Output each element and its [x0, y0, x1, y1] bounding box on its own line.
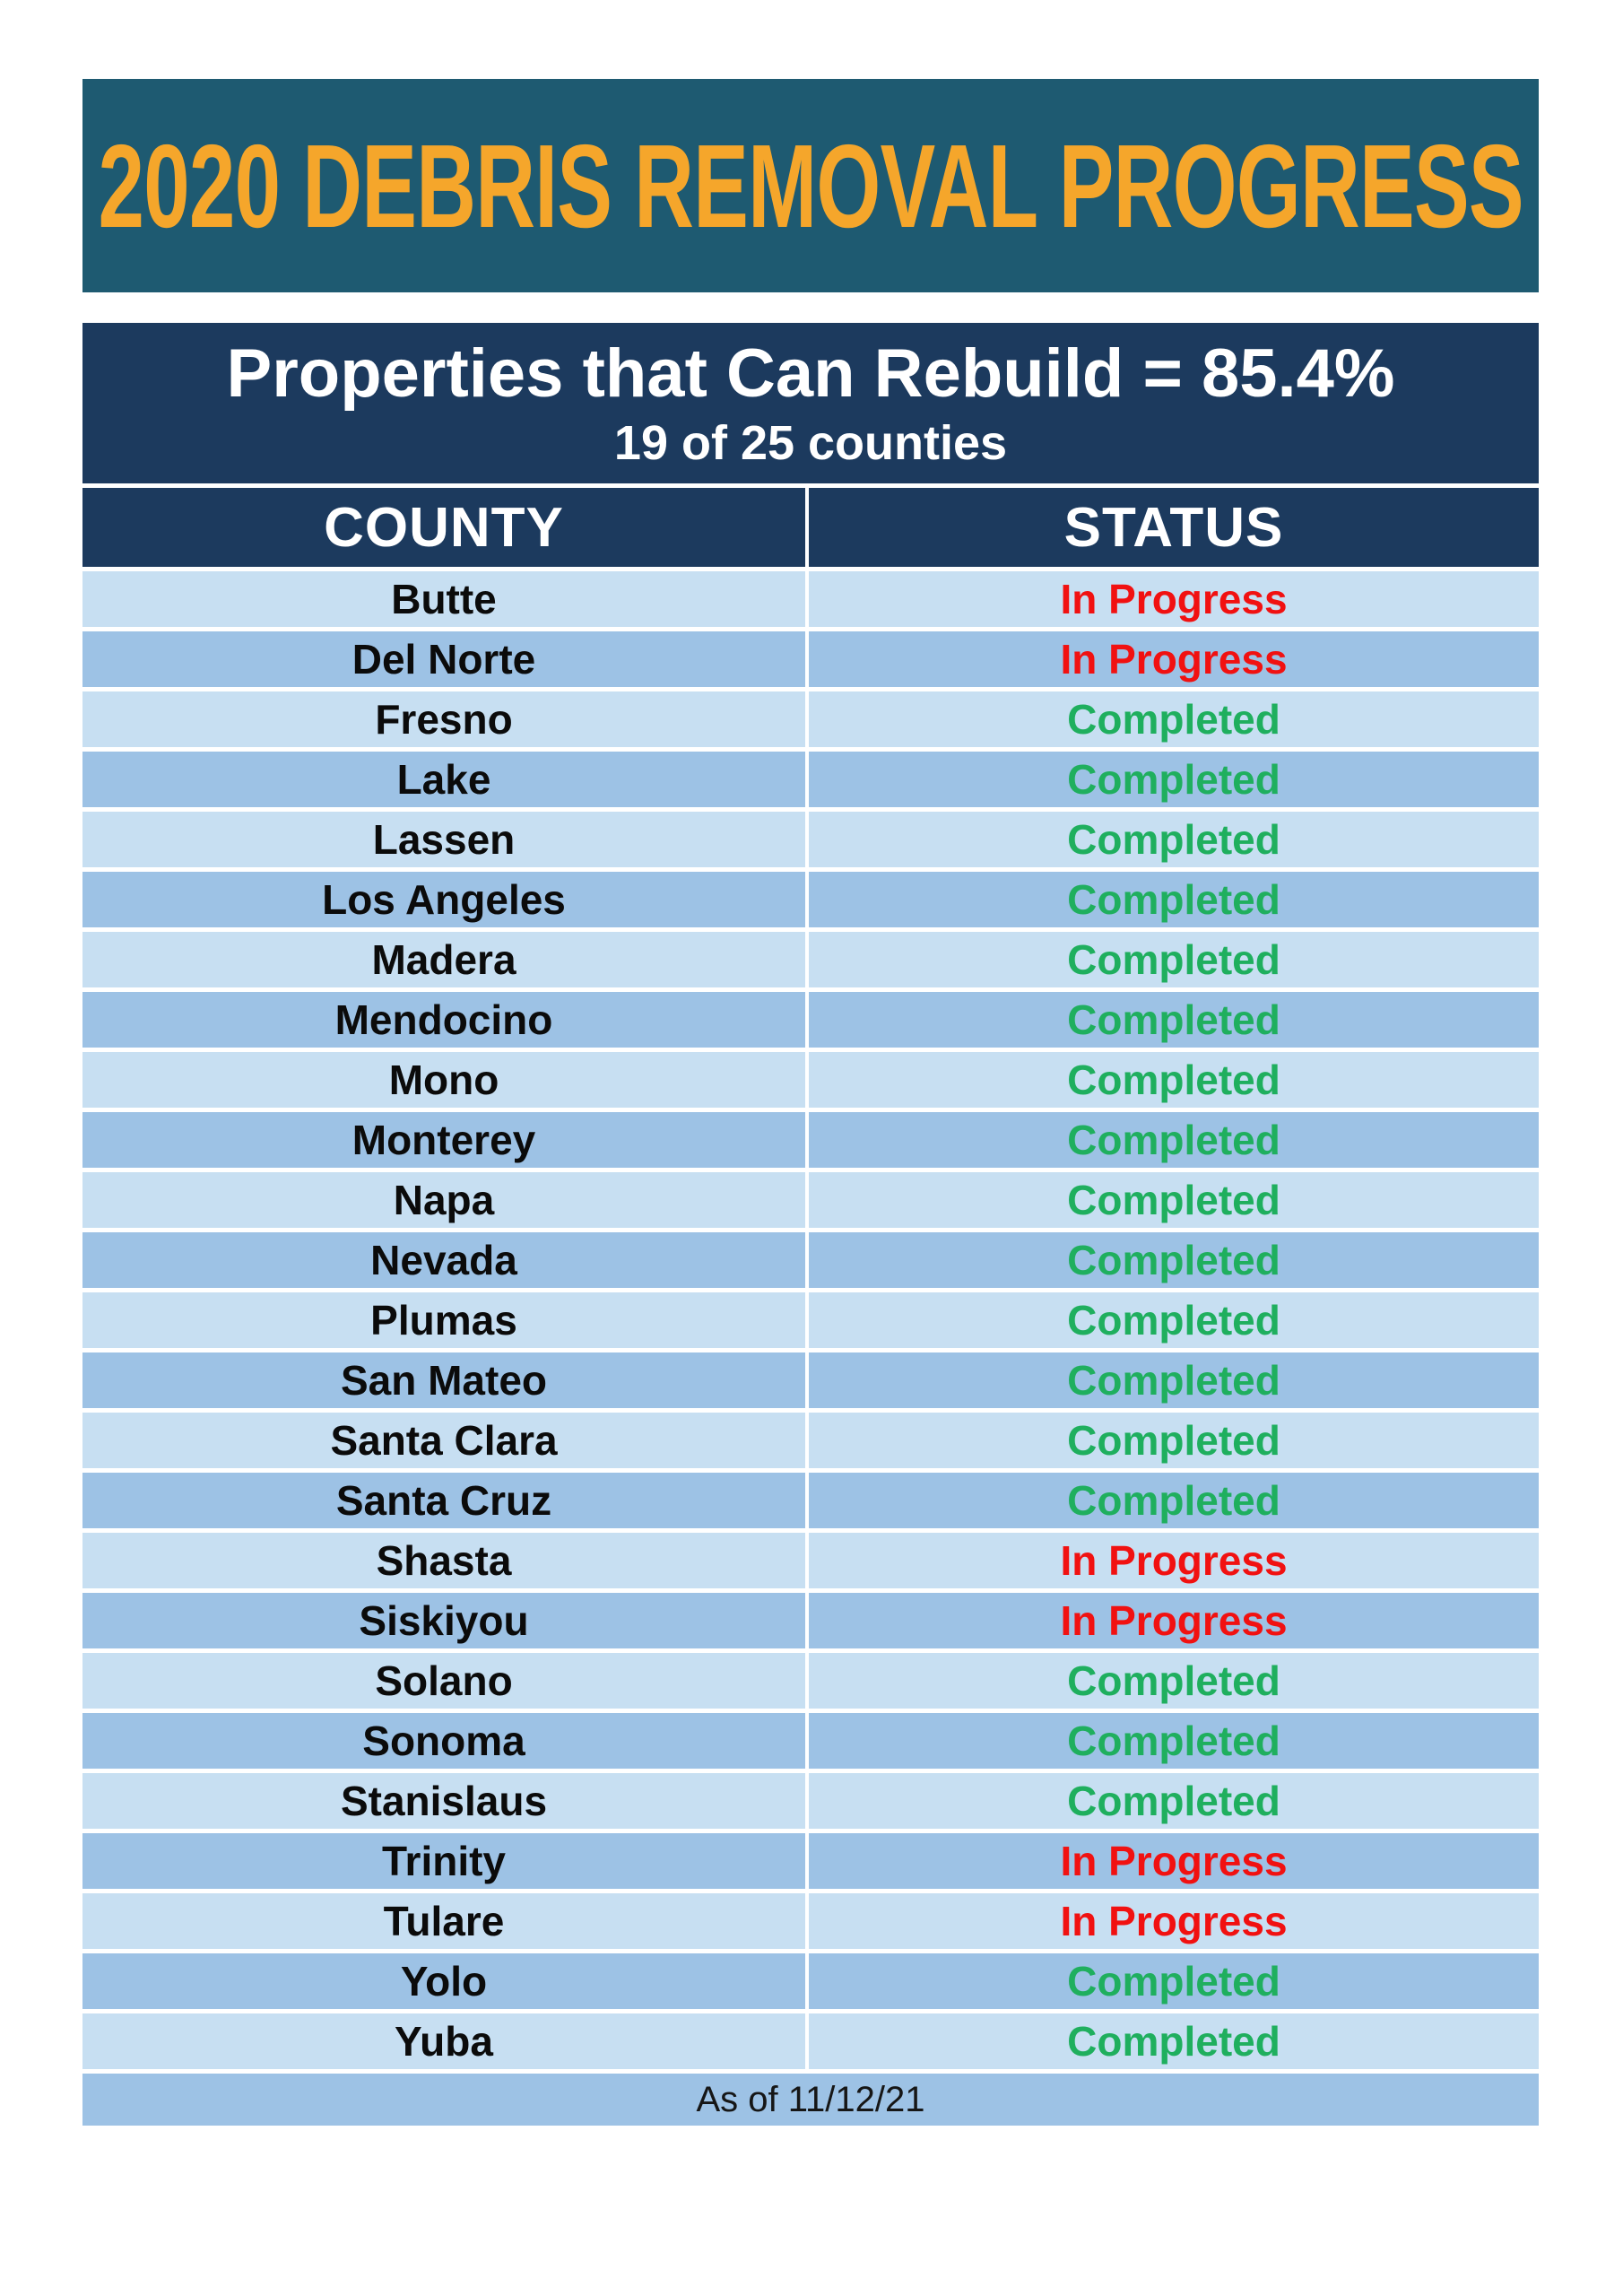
table-row: Butte In Progress [82, 571, 1539, 631]
table-row: Lake Completed [82, 752, 1539, 812]
status-cell: In Progress [1060, 576, 1288, 622]
status-cell: In Progress [1060, 1838, 1288, 1884]
county-cell: Yuba [82, 2013, 809, 2069]
table-row: Siskiyou In Progress [82, 1593, 1539, 1653]
table-row: Del Norte In Progress [82, 631, 1539, 691]
status-cell: Completed [1067, 936, 1280, 983]
status-cell: Completed [1067, 696, 1280, 743]
county-cell: San Mateo [82, 1352, 809, 1408]
status-cell: Completed [1067, 876, 1280, 923]
status-cell: Completed [1067, 996, 1280, 1043]
county-cell: Solano [82, 1653, 809, 1709]
status-cell: Completed [1067, 1237, 1280, 1283]
county-cell: Tulare [82, 1893, 809, 1949]
status-cell: Completed [1067, 1057, 1280, 1103]
county-cell: Stanislaus [82, 1773, 809, 1829]
county-cell: Los Angeles [82, 872, 809, 927]
county-cell: Trinity [82, 1833, 809, 1889]
status-cell: Completed [1067, 1778, 1280, 1824]
table-row: Santa Clara Completed [82, 1413, 1539, 1473]
county-cell: Yolo [82, 1953, 809, 2009]
table-row: Nevada Completed [82, 1232, 1539, 1292]
footnote-text: As of 11/12/21 [696, 2079, 925, 2119]
table-footnote: As of 11/12/21 [82, 2074, 1539, 2126]
status-cell: Completed [1067, 1297, 1280, 1344]
status-cell: Completed [1067, 1657, 1280, 1704]
county-column-header: COUNTY [82, 488, 809, 567]
table-row: Shasta In Progress [82, 1533, 1539, 1593]
page-title: 2020 DEBRIS REMOVAL PROGRESS [98, 119, 1523, 252]
table-row: Plumas Completed [82, 1292, 1539, 1352]
status-cell: In Progress [1060, 636, 1288, 683]
status-cell: Completed [1067, 1417, 1280, 1464]
table-row: Stanislaus Completed [82, 1773, 1539, 1833]
status-cell: Completed [1067, 1117, 1280, 1163]
table-row: Sonoma Completed [82, 1713, 1539, 1773]
county-cell: Del Norte [82, 631, 809, 687]
status-cell: In Progress [1060, 1898, 1288, 1944]
table-row: Yuba Completed [82, 2013, 1539, 2074]
status-cell: Completed [1067, 2018, 1280, 2065]
county-cell: Lassen [82, 812, 809, 867]
table-row: Tulare In Progress [82, 1893, 1539, 1953]
county-cell: Monterey [82, 1112, 809, 1168]
table-row: Trinity In Progress [82, 1833, 1539, 1893]
status-cell: Completed [1067, 1958, 1280, 2005]
table-row: Fresno Completed [82, 691, 1539, 752]
county-cell: Napa [82, 1172, 809, 1228]
table-row: Solano Completed [82, 1653, 1539, 1713]
table-row: Napa Completed [82, 1172, 1539, 1232]
table-row: Mendocino Completed [82, 992, 1539, 1052]
summary-subheadline: 19 of 25 counties [613, 416, 1008, 470]
status-cell: Completed [1067, 756, 1280, 803]
table-header-row: COUNTY STATUS [82, 483, 1539, 571]
status-cell: Completed [1067, 1357, 1280, 1404]
county-cell: Butte [82, 571, 809, 627]
county-cell: Santa Cruz [82, 1473, 809, 1528]
county-cell: Lake [82, 752, 809, 807]
title-banner: 2020 DEBRIS REMOVAL PROGRESS [82, 79, 1539, 292]
county-cell: Siskiyou [82, 1593, 809, 1648]
summary-headline: Properties that Can Rebuild = 85.4% [226, 335, 1395, 412]
county-cell: Fresno [82, 691, 809, 747]
table-row: San Mateo Completed [82, 1352, 1539, 1413]
status-cell: In Progress [1060, 1597, 1288, 1644]
county-cell: Madera [82, 932, 809, 987]
debris-removal-board: Properties that Can Rebuild = 85.4% 19 o… [82, 323, 1539, 2126]
status-cell: Completed [1067, 816, 1280, 863]
status-cell: Completed [1067, 1177, 1280, 1223]
county-cell: Sonoma [82, 1713, 809, 1769]
status-cell: Completed [1067, 1477, 1280, 1524]
table-row: Yolo Completed [82, 1953, 1539, 2013]
table-row: Monterey Completed [82, 1112, 1539, 1172]
table-row: Los Angeles Completed [82, 872, 1539, 932]
table-row: Mono Completed [82, 1052, 1539, 1112]
table-row: Lassen Completed [82, 812, 1539, 872]
table-row: Madera Completed [82, 932, 1539, 992]
summary-panel: Properties that Can Rebuild = 85.4% 19 o… [82, 323, 1539, 483]
status-column-header: STATUS [1063, 496, 1284, 559]
county-cell: Mendocino [82, 992, 809, 1048]
status-cell: In Progress [1060, 1537, 1288, 1584]
county-cell: Santa Clara [82, 1413, 809, 1468]
table-row: Santa Cruz Completed [82, 1473, 1539, 1533]
county-cell: Nevada [82, 1232, 809, 1288]
county-cell: Shasta [82, 1533, 809, 1588]
county-cell: Plumas [82, 1292, 809, 1348]
county-table-body: Butte In Progress Del Norte In Progress … [82, 571, 1539, 2074]
county-cell: Mono [82, 1052, 809, 1108]
status-cell: Completed [1067, 1718, 1280, 1764]
